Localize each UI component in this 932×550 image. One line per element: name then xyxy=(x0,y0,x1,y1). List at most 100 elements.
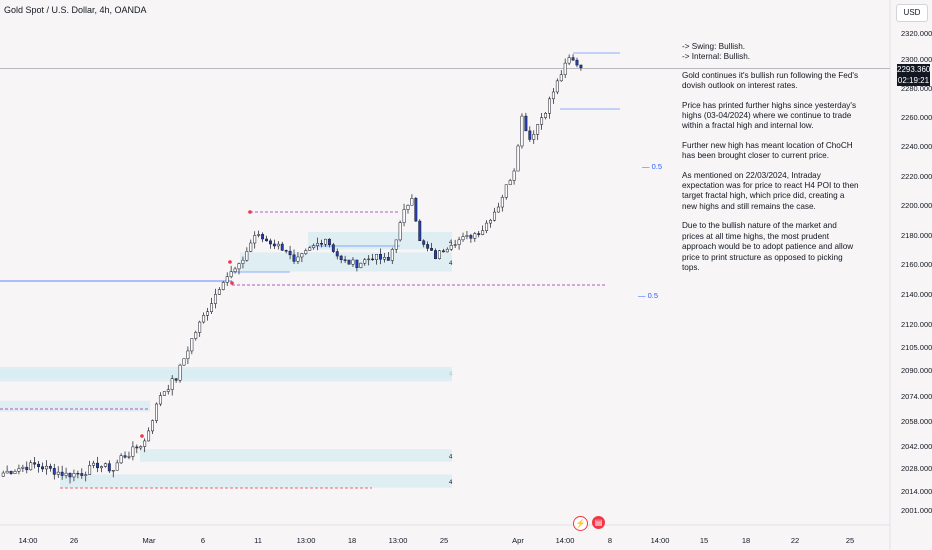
time-tick-label: 25 xyxy=(440,536,448,545)
candle-body xyxy=(363,259,367,264)
poi-zone xyxy=(0,400,150,412)
time-tick-label: 11 xyxy=(254,536,262,545)
candle-body xyxy=(371,258,375,261)
candle-body xyxy=(579,64,583,68)
candle-body xyxy=(64,472,68,476)
analysis-notes: -> Swing: Bullish. -> Internal: Bullish.… xyxy=(682,42,860,282)
candle-body xyxy=(292,254,296,262)
candle-body xyxy=(100,466,103,469)
price-tick-label: 2120.000 xyxy=(901,320,932,329)
candle-body xyxy=(453,244,457,246)
candle-body xyxy=(300,253,304,258)
candle-body xyxy=(379,254,382,260)
time-tick-label: 14:00 xyxy=(19,536,38,545)
candle-body xyxy=(559,74,563,82)
candle-body xyxy=(111,470,115,472)
candle-body xyxy=(44,465,48,470)
candle-body xyxy=(473,233,477,239)
price-axis xyxy=(890,0,932,550)
time-tick-label: 14:00 xyxy=(651,536,670,545)
note-paragraph: Price has printed further highs since ye… xyxy=(682,100,857,131)
time-tick-label: 6 xyxy=(201,536,205,545)
candle-body xyxy=(272,243,276,247)
candle-body xyxy=(221,282,225,290)
candle-body xyxy=(115,462,119,471)
candle-body xyxy=(88,465,92,475)
candle-body xyxy=(33,462,37,465)
zone-label: 4 xyxy=(449,240,453,246)
candle-body xyxy=(276,243,280,247)
candle-body xyxy=(225,276,229,283)
candle-body xyxy=(182,358,186,366)
price-tick-label: 2105.000 xyxy=(901,343,932,352)
candle-body xyxy=(284,250,288,252)
candle-body xyxy=(249,242,253,252)
candle-body xyxy=(359,262,363,268)
candle-body xyxy=(567,57,571,64)
internal-bias: -> Internal: Bullish. xyxy=(682,52,751,62)
candle-body xyxy=(76,473,80,475)
candle-body xyxy=(107,463,111,472)
candle-body xyxy=(174,378,178,381)
candle-body xyxy=(551,91,555,100)
candle-body xyxy=(469,235,473,239)
candle-body xyxy=(178,364,182,381)
us-flag-icon[interactable]: ▤ xyxy=(592,516,605,529)
lightning-icon[interactable]: ⚡ xyxy=(573,516,588,531)
zone-label: 4 xyxy=(449,454,453,460)
note-paragraph: As mentioned on 22/03/2024, Intraday exp… xyxy=(682,170,859,211)
candle-body xyxy=(351,259,355,265)
candle-body xyxy=(139,446,143,449)
candle-body xyxy=(103,463,107,467)
price-tick-label: 2028.000 xyxy=(901,464,932,473)
candle-body xyxy=(127,456,131,458)
price-tick-label: 2280.000 xyxy=(901,84,932,93)
poi-zone xyxy=(308,232,452,250)
candle-body xyxy=(241,259,245,264)
candle-body xyxy=(457,239,461,245)
currency-button[interactable]: USD xyxy=(896,4,928,22)
candle-body xyxy=(151,420,154,432)
candle-body xyxy=(339,255,343,261)
candle-body xyxy=(496,206,500,213)
candle-body xyxy=(347,259,351,265)
candle-body xyxy=(186,350,190,359)
candle-body xyxy=(398,222,402,241)
time-tick-label: 13:00 xyxy=(297,536,316,545)
candle-body xyxy=(508,180,512,186)
time-tick-label: 8 xyxy=(608,536,612,545)
candle-body xyxy=(331,244,335,252)
fib-level-label: — 0.5 xyxy=(638,291,659,300)
price-tick-label: 2260.000 xyxy=(901,113,932,122)
candle-body xyxy=(206,311,210,316)
zone-label: 4 xyxy=(449,480,453,486)
poi-zone xyxy=(0,370,452,382)
candle-body xyxy=(367,258,371,261)
candle-body xyxy=(155,403,158,421)
candle-body xyxy=(21,466,25,469)
time-tick-label: Mar xyxy=(143,536,156,545)
time-tick-label: 25 xyxy=(846,536,854,545)
candle-body xyxy=(422,240,426,245)
price-tick-label: 2074.000 xyxy=(901,392,932,401)
candle-body xyxy=(131,446,135,457)
candle-body xyxy=(304,250,308,254)
candle-body xyxy=(441,250,445,253)
candle-body xyxy=(213,294,217,304)
candle-body xyxy=(327,238,331,245)
time-tick-label: 13:00 xyxy=(389,536,408,545)
fib-level-label: — 0.5 xyxy=(642,162,663,171)
candle-body xyxy=(25,466,29,471)
candle-body xyxy=(265,238,268,242)
candle-body xyxy=(382,257,386,260)
candle-body xyxy=(9,470,13,474)
candle-body xyxy=(540,117,544,125)
candle-body xyxy=(194,332,198,339)
candle-body xyxy=(324,238,327,245)
candle-body xyxy=(355,259,359,268)
candle-body xyxy=(48,465,52,469)
poi-zone xyxy=(140,449,452,462)
price-tick-label: 2090.000 xyxy=(901,366,932,375)
price-tick-label: 2180.000 xyxy=(901,231,932,240)
